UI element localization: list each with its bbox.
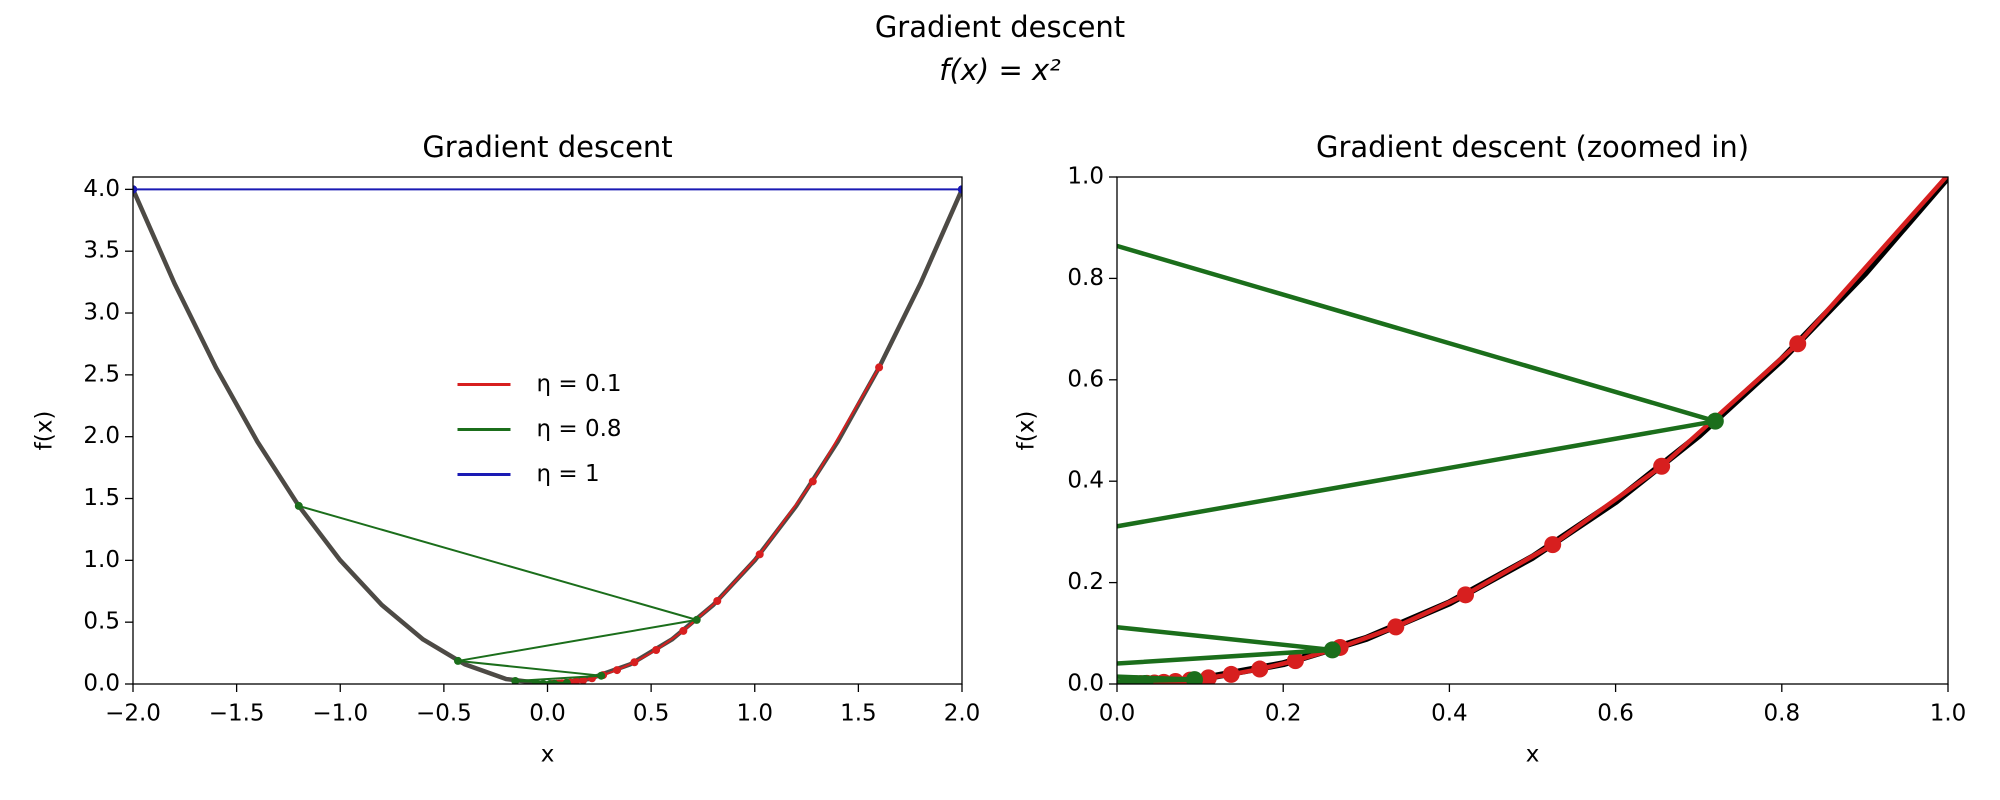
series-point [958, 185, 962, 194]
series-point [750, 581, 767, 598]
series-point [755, 550, 764, 559]
series-point [692, 615, 701, 624]
series-point [713, 597, 722, 606]
series-point [453, 656, 462, 665]
x-tick-label: 0.0 [529, 701, 566, 727]
y-tick-label: 1.5 [83, 485, 120, 511]
y-tick-label: 0.2 [1067, 569, 1104, 595]
series-point [294, 501, 303, 510]
series-point [1286, 652, 1304, 670]
y-tick-label: 0.5 [83, 609, 120, 635]
y-tick-label: 2.0 [83, 423, 120, 449]
axes-title: Gradient descent [422, 130, 672, 164]
series-point [808, 477, 817, 486]
series-point [133, 185, 137, 194]
plot-area [750, 144, 1976, 684]
series-point [597, 671, 606, 680]
series-point [1789, 335, 1807, 353]
series-point [1136, 674, 1154, 684]
x-tick-label: 2.0 [944, 701, 981, 727]
y-tick-label: 4.0 [83, 176, 120, 202]
series-point [1199, 669, 1217, 684]
x-tick-label: 0.6 [1597, 701, 1634, 727]
series-point [1323, 641, 1341, 659]
series-point [1118, 675, 1136, 684]
function-curve [1117, 177, 1948, 684]
axes-frame [1116, 176, 1949, 685]
figure-subtitle: f(x) = x² [939, 53, 1061, 87]
y-tick-label: 3.5 [83, 238, 120, 264]
axes-title: Gradient descent (zoomed in) [1316, 130, 1749, 164]
y-axis-label: f(x) [32, 411, 58, 451]
series-point [1544, 536, 1562, 554]
legend-label: η = 1 [537, 461, 600, 487]
x-tick-label: 0.2 [1265, 701, 1302, 727]
legend-label: η = 0.1 [537, 371, 622, 397]
x-tick-label: 0.0 [1099, 701, 1136, 727]
y-tick-label: 0.4 [1067, 468, 1104, 494]
x-tick-label: 1.0 [1930, 701, 1967, 727]
series-point [1222, 665, 1240, 683]
x-axis-label: x [1526, 742, 1540, 768]
series-point [511, 677, 520, 684]
series-line [298, 504, 698, 684]
x-tick-label: −2.0 [105, 701, 161, 727]
series-point [579, 676, 588, 684]
y-axis-label: f(x) [1014, 411, 1040, 451]
x-tick-label: 0.4 [1431, 701, 1468, 727]
series-point [1251, 660, 1269, 678]
x-tick-label: 1.0 [736, 701, 773, 727]
y-tick-label: 2.5 [83, 361, 120, 387]
series-point [679, 626, 688, 635]
x-tick-label: 0.5 [633, 701, 670, 727]
series-point [539, 679, 548, 684]
y-tick-label: 0.8 [1067, 265, 1104, 291]
y-tick-label: 3.0 [83, 300, 120, 326]
series-point [1959, 144, 1976, 161]
y-tick-label: 0.0 [1067, 671, 1104, 697]
series-point [1457, 586, 1475, 604]
y-tick-label: 1.0 [1067, 164, 1104, 190]
legend-label: η = 0.8 [537, 416, 622, 442]
series-point [546, 679, 555, 684]
series-point [875, 363, 884, 372]
figure-title: Gradient descent [875, 10, 1125, 44]
series-point [979, 663, 996, 680]
series-line [1136, 177, 1948, 684]
y-tick-label: 0.6 [1067, 366, 1104, 392]
x-tick-label: −0.5 [416, 701, 472, 727]
series-point [1387, 618, 1405, 636]
x-axis-label: x [541, 742, 555, 768]
series-point [613, 666, 622, 675]
series-point [630, 658, 639, 667]
series-point [1186, 671, 1204, 684]
series-point [652, 646, 661, 655]
series-point [531, 679, 540, 684]
x-tick-label: 0.8 [1764, 701, 1801, 727]
x-tick-label: 1.5 [840, 701, 877, 727]
y-tick-label: 1.0 [83, 547, 120, 573]
series-point [1653, 457, 1671, 475]
series-point [562, 678, 571, 684]
series-point [1706, 412, 1724, 430]
x-tick-label: −1.0 [312, 701, 368, 727]
plot-area [133, 185, 962, 684]
y-tick-label: 0.0 [83, 671, 120, 697]
x-tick-label: −1.5 [209, 701, 265, 727]
